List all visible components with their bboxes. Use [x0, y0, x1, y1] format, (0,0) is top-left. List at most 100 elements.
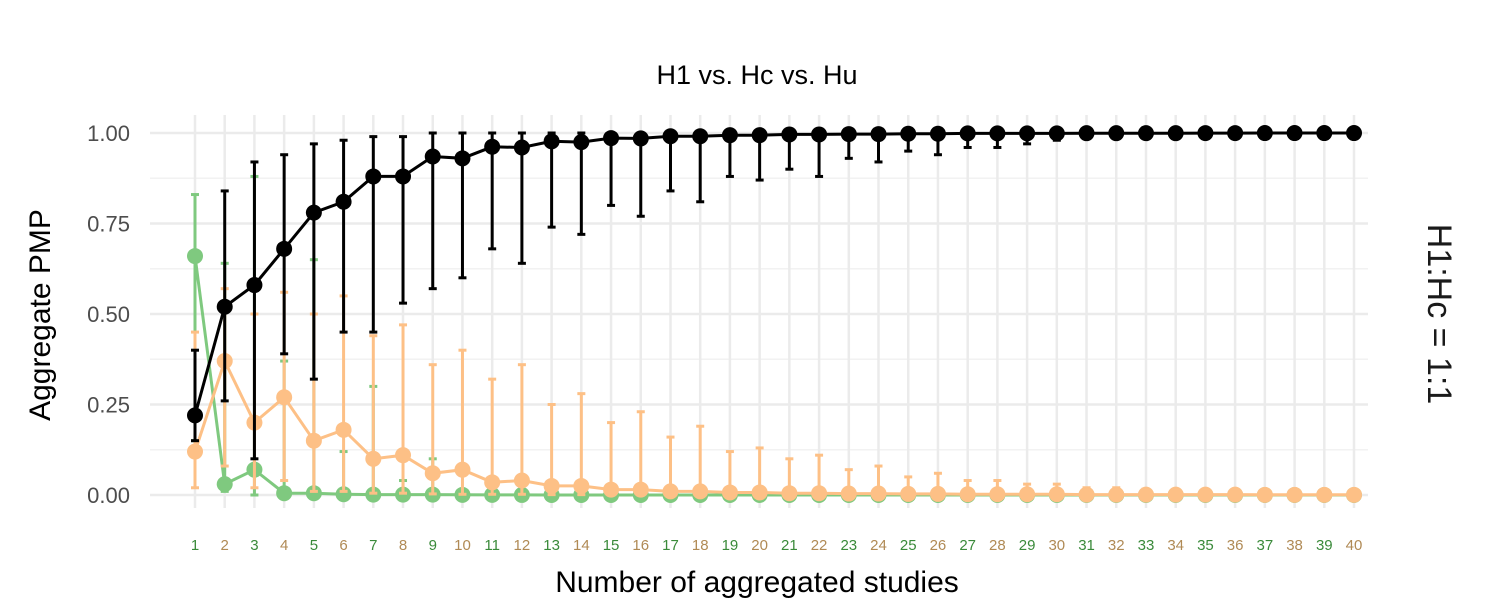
- data-point: [989, 486, 1006, 503]
- data-point: [216, 298, 233, 315]
- x-tick-label: 29: [1019, 537, 1036, 554]
- data-point: [1286, 486, 1303, 503]
- data-point: [1108, 486, 1125, 503]
- x-tick-label: 18: [692, 537, 709, 554]
- y-tick-label: 0.25: [87, 393, 130, 418]
- x-tick-label: 10: [454, 537, 471, 554]
- data-point: [1019, 486, 1036, 503]
- x-tick-label: 37: [1257, 537, 1274, 554]
- x-tick-label: 16: [632, 537, 649, 554]
- data-point: [454, 150, 471, 167]
- x-tick-label: 36: [1227, 537, 1244, 554]
- data-point: [424, 148, 441, 165]
- data-point: [395, 168, 412, 185]
- x-tick-label: 27: [959, 537, 976, 554]
- data-point: [1346, 486, 1362, 503]
- x-tick-label: 30: [1048, 537, 1065, 554]
- data-point: [1048, 486, 1065, 503]
- x-axis-title: Number of aggregated studies: [555, 566, 959, 599]
- data-point: [365, 450, 382, 467]
- data-point: [989, 125, 1006, 142]
- data-point: [781, 485, 798, 502]
- y-tick-label: 0.50: [87, 302, 130, 327]
- data-point: [246, 277, 263, 294]
- data-point: [484, 474, 501, 491]
- data-point: [424, 465, 441, 482]
- x-tick-label: 1: [191, 537, 199, 554]
- x-tick-label: 31: [1078, 537, 1095, 554]
- data-point: [840, 126, 857, 143]
- data-point: [187, 407, 203, 424]
- data-point: [276, 240, 293, 257]
- data-point: [1137, 486, 1154, 503]
- x-tick-label: 28: [989, 537, 1006, 554]
- data-point: [603, 130, 620, 147]
- data-point: [632, 481, 649, 498]
- x-tick-label: 5: [310, 537, 318, 554]
- data-point: [603, 481, 620, 498]
- data-point: [187, 443, 203, 460]
- data-point: [1256, 125, 1273, 142]
- data-point: [276, 485, 293, 502]
- data-point: [1019, 125, 1036, 142]
- x-tick-label: 39: [1316, 537, 1333, 554]
- x-tick-label: 11: [484, 537, 500, 554]
- data-point: [870, 126, 887, 143]
- x-tick-label: 19: [722, 537, 739, 554]
- y-tick-label: 1.00: [87, 121, 130, 146]
- x-tick-label: 22: [811, 537, 828, 554]
- series-layer: [187, 125, 1362, 503]
- data-point: [454, 461, 471, 478]
- data-point: [900, 485, 917, 502]
- x-tick-label: 40: [1346, 537, 1363, 554]
- data-point: [305, 204, 322, 221]
- x-tick-label: 24: [870, 537, 887, 554]
- data-point: [1078, 125, 1095, 142]
- data-point: [484, 138, 501, 155]
- data-point: [692, 483, 709, 500]
- data-point: [1346, 125, 1362, 142]
- series-3: [187, 125, 1362, 461]
- data-point: [900, 125, 917, 142]
- chart-title: H1 vs. Hc vs. Hu: [656, 60, 857, 90]
- data-point: [751, 127, 768, 144]
- data-point: [276, 389, 293, 406]
- series-line: [193, 357, 1354, 497]
- data-point: [513, 139, 530, 156]
- x-tick-label: 13: [543, 537, 560, 554]
- y-tick-labels: 0.00 0.25 0.50 0.75 1.00: [87, 121, 130, 508]
- x-tick-label: 23: [840, 537, 857, 554]
- data-point: [1167, 486, 1184, 503]
- x-tick-label: 33: [1138, 537, 1155, 554]
- data-point: [335, 193, 352, 210]
- data-point: [335, 421, 352, 438]
- data-point: [929, 125, 946, 142]
- data-point: [543, 133, 560, 150]
- data-point: [1048, 125, 1065, 142]
- x-tick-label: 7: [369, 537, 377, 554]
- data-point: [1078, 486, 1095, 503]
- data-point: [721, 484, 738, 501]
- data-point: [811, 126, 828, 143]
- data-point: [395, 447, 412, 464]
- data-point: [692, 128, 709, 145]
- data-point: [632, 130, 649, 147]
- data-point: [870, 485, 887, 502]
- x-tick-label: 17: [662, 537, 679, 554]
- data-point: [781, 126, 798, 143]
- data-point: [573, 477, 590, 494]
- data-point: [1108, 125, 1125, 142]
- x-tick-label: 21: [781, 537, 798, 554]
- x-tick-label: 12: [514, 537, 531, 554]
- data-point: [959, 486, 976, 503]
- data-point: [1197, 125, 1214, 142]
- x-tick-labels: 1 2 3 4 5 6 7 8 9 10 11 12 13 14 15 16 17 18 19 20 21 22 23 24 2…: [191, 537, 1363, 554]
- data-point: [305, 485, 322, 502]
- x-tick-label: 8: [399, 537, 407, 554]
- x-tick-label: 25: [900, 537, 917, 554]
- data-point: [573, 134, 590, 151]
- series-1: [187, 174, 1362, 503]
- x-tick-label: 9: [429, 537, 437, 554]
- data-point: [187, 248, 203, 265]
